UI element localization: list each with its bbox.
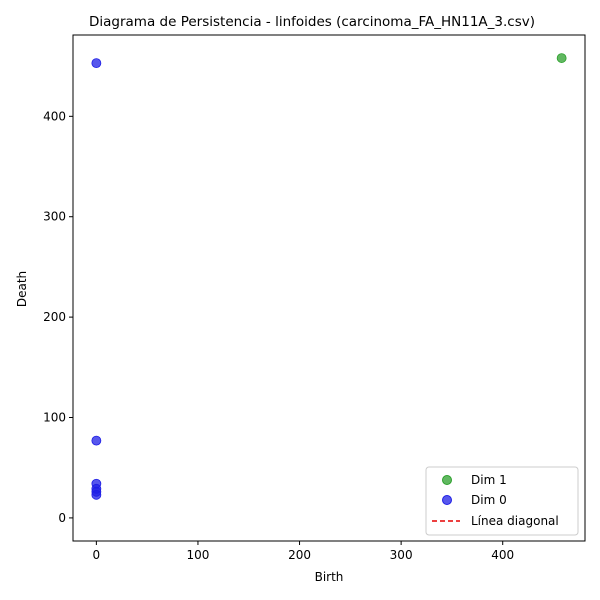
plot-frame — [72, 34, 586, 542]
x-axis-ticks: 0 100 200 300 400 — [93, 541, 514, 562]
legend-marker-dim1 — [442, 475, 452, 485]
legend: Dim 1 Dim 0 Línea diagonal — [425, 466, 579, 536]
plot-area — [72, 34, 586, 542]
y-axis-label: Death — [15, 271, 29, 307]
y-axis-ticks: 0 100 200 300 400 — [43, 109, 73, 525]
data-points — [91, 53, 567, 500]
x-tick-label: 300 — [390, 548, 413, 562]
y-tick-label: 300 — [43, 210, 66, 224]
legend-box — [425, 466, 579, 536]
x-axis-label: Birth — [315, 570, 344, 584]
legend-label-dim1: Dim 1 — [471, 473, 507, 487]
y-tick-label: 200 — [43, 310, 66, 324]
point-dim0 — [91, 58, 102, 69]
legend-label-diagonal: Línea diagonal — [471, 514, 559, 528]
chart-title: Diagrama de Persistencia - linfoides (ca… — [89, 14, 535, 30]
point-dim1 — [556, 53, 567, 63]
x-tick-label: 200 — [288, 548, 311, 562]
y-tick-label: 400 — [43, 109, 66, 123]
point-dim0 — [91, 489, 102, 500]
x-tick-label: 100 — [186, 548, 209, 562]
legend-label-dim0: Dim 0 — [471, 493, 507, 507]
point-dim0 — [91, 435, 102, 446]
y-tick-label: 100 — [43, 411, 66, 425]
y-tick-label: 0 — [58, 511, 66, 525]
x-tick-label: 400 — [491, 548, 514, 562]
legend-marker-dim0 — [442, 495, 452, 505]
x-tick-label: 0 — [93, 548, 101, 562]
